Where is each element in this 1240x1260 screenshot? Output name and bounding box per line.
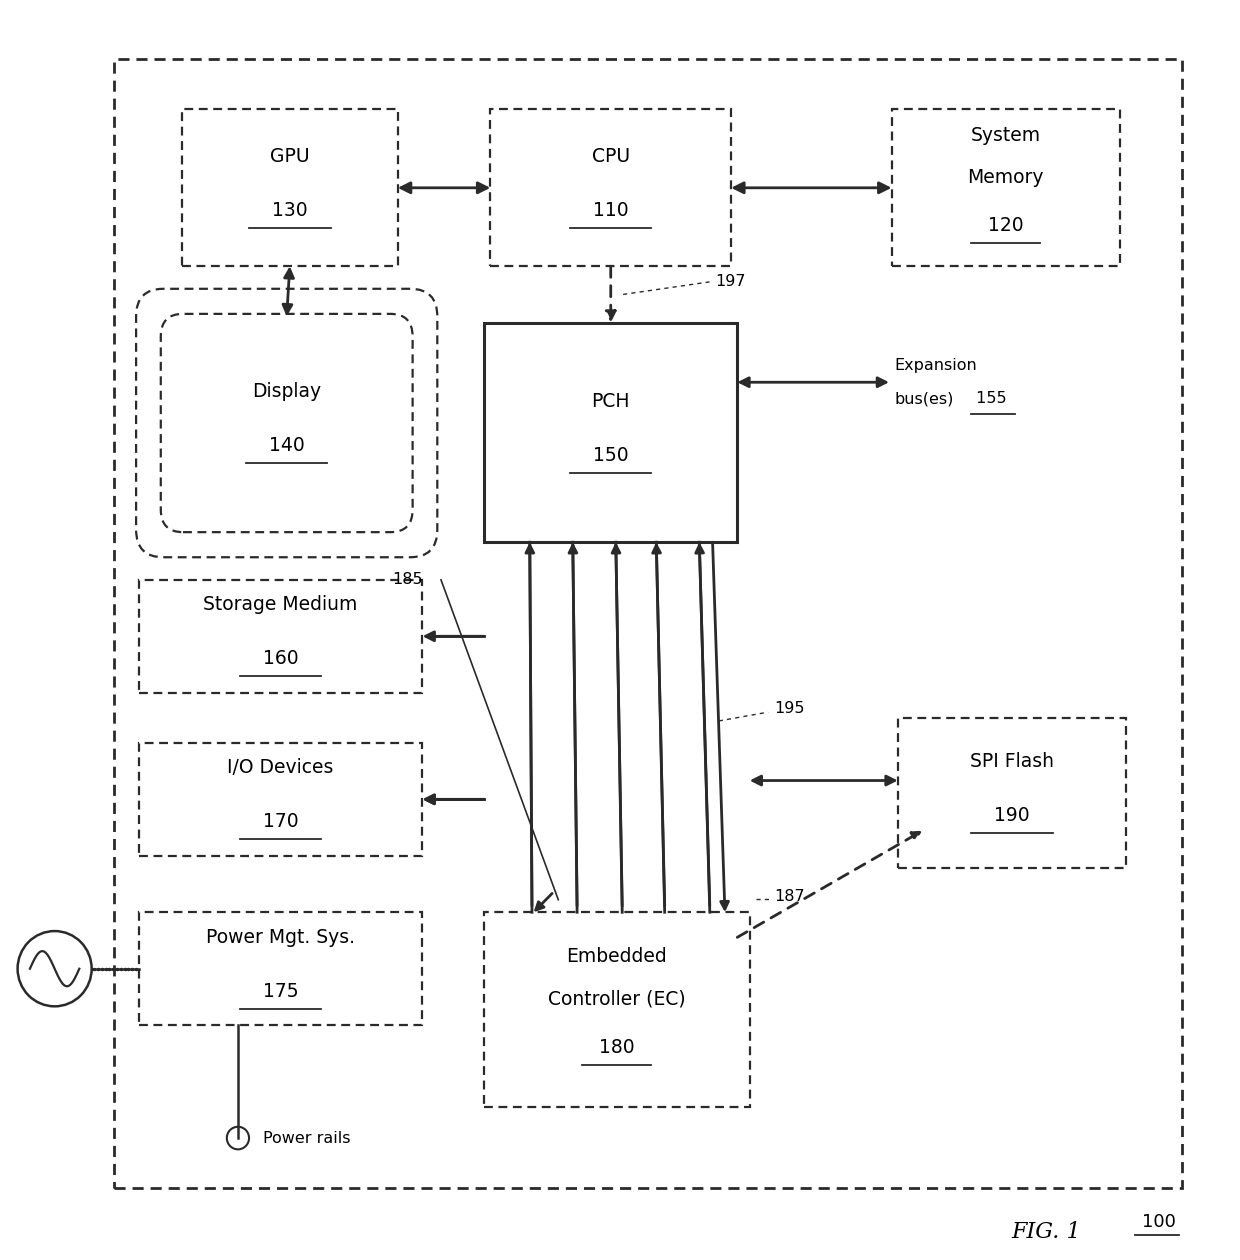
Bar: [139, 743, 423, 856]
Text: Memory: Memory: [967, 169, 1044, 188]
Text: Expansion: Expansion: [894, 358, 977, 373]
Text: 170: 170: [263, 813, 299, 832]
Text: 195: 195: [774, 701, 805, 716]
Text: 100: 100: [1142, 1213, 1176, 1231]
Bar: [484, 912, 750, 1106]
FancyBboxPatch shape: [136, 289, 438, 557]
Text: 180: 180: [599, 1037, 635, 1057]
Text: 175: 175: [263, 982, 299, 1000]
FancyBboxPatch shape: [161, 314, 413, 532]
Text: Embedded: Embedded: [567, 948, 667, 966]
Text: GPU: GPU: [270, 147, 310, 166]
Text: FIG. 1: FIG. 1: [1011, 1221, 1081, 1244]
Bar: [182, 110, 398, 266]
Text: 130: 130: [272, 200, 308, 220]
Text: SPI Flash: SPI Flash: [970, 752, 1054, 771]
Text: 110: 110: [593, 200, 629, 220]
Text: Power Mgt. Sys.: Power Mgt. Sys.: [206, 927, 355, 946]
Text: Controller (EC): Controller (EC): [548, 990, 686, 1009]
Bar: [139, 580, 423, 693]
Text: 150: 150: [593, 446, 629, 465]
Bar: [892, 110, 1120, 266]
Text: System: System: [971, 126, 1040, 145]
Text: 160: 160: [263, 649, 299, 668]
Bar: [484, 323, 738, 542]
Text: I/O Devices: I/O Devices: [227, 759, 334, 777]
Text: CPU: CPU: [591, 147, 630, 166]
Bar: [114, 59, 1182, 1188]
Text: bus(es): bus(es): [894, 391, 954, 406]
Bar: [139, 912, 423, 1026]
Bar: [898, 718, 1126, 868]
Text: 197: 197: [715, 275, 746, 290]
Text: Power rails: Power rails: [263, 1130, 350, 1145]
Text: Storage Medium: Storage Medium: [203, 596, 357, 615]
Text: 120: 120: [988, 215, 1023, 234]
Text: 155: 155: [971, 391, 1006, 406]
Text: Display: Display: [252, 382, 321, 401]
Text: 187: 187: [774, 890, 805, 905]
Text: 190: 190: [994, 806, 1029, 825]
Bar: [490, 110, 732, 266]
Text: 185: 185: [392, 572, 423, 587]
Text: PCH: PCH: [591, 392, 630, 411]
Text: 140: 140: [269, 436, 305, 455]
